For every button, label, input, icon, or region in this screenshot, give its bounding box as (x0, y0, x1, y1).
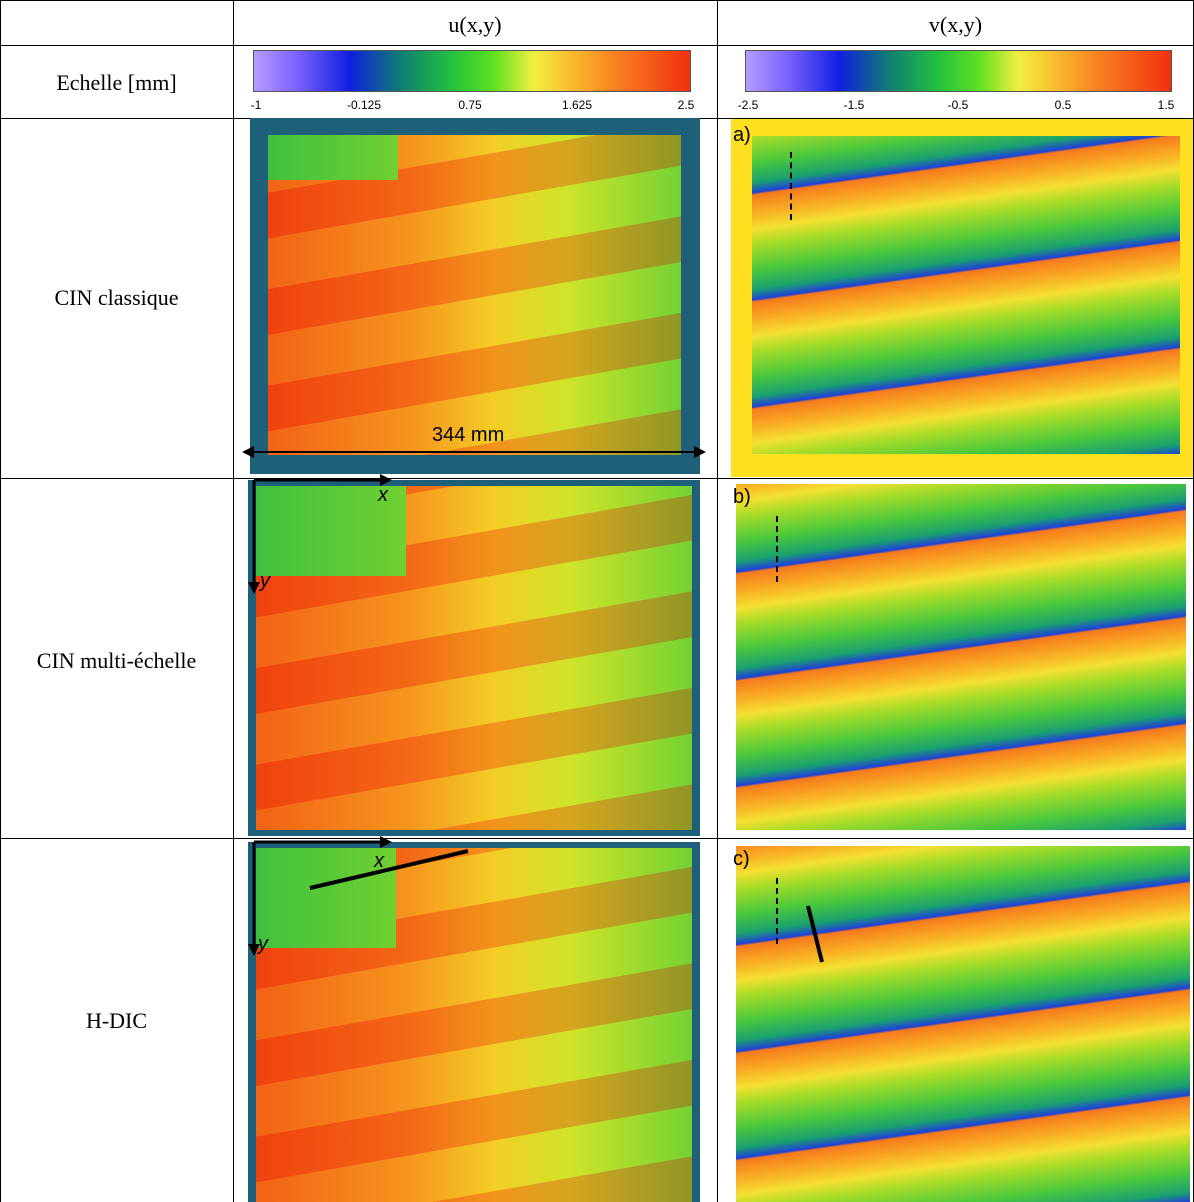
dimension-label: 344 mm (432, 424, 505, 446)
colorbar-tick: 2.5 (677, 98, 695, 112)
panel-label: a) (733, 124, 751, 146)
v-field (736, 484, 1186, 830)
u-field-patch (256, 848, 396, 948)
axes-arrows (248, 474, 392, 594)
rule (0, 838, 1194, 839)
colorbar-tick: -0.5 (947, 98, 969, 112)
colorbar (253, 50, 691, 92)
axes-arrows (248, 836, 469, 956)
colorbar-tick: -0.125 (346, 98, 382, 112)
rule (0, 0, 1, 1202)
panel-label: b) (733, 486, 751, 508)
column-header: v(x,y) (928, 12, 983, 37)
dimension-arrow (242, 446, 706, 458)
rule (0, 45, 1194, 46)
colorbar-tick: -1.5 (843, 98, 865, 112)
row-label: Echelle [mm] (56, 70, 177, 95)
u-field-patch (256, 486, 406, 576)
axis-label: x (378, 484, 388, 506)
axis-label: x (374, 850, 384, 872)
rule (0, 478, 1194, 479)
u-field (268, 135, 681, 455)
u-field-patch (268, 135, 398, 180)
colorbar-tick: -2.5 (737, 98, 759, 112)
rule (0, 0, 1194, 1)
axis-label: y (260, 570, 270, 592)
colorbar-tick: 0.75 (458, 98, 482, 112)
dashed-line (776, 516, 778, 582)
v-field (736, 846, 1190, 1202)
row-label: CIN classique (54, 285, 179, 310)
rule (717, 0, 718, 1202)
colorbar-tick: 1.5 (1157, 98, 1175, 112)
dashed-line (790, 152, 792, 220)
rule (233, 0, 234, 1202)
colorbar (745, 50, 1172, 92)
colorbar-tick: 0.5 (1054, 98, 1072, 112)
axis-label: y (258, 933, 268, 955)
v-field (752, 136, 1180, 454)
colorbar-tick: -1 (250, 98, 262, 112)
column-header: u(x,y) (448, 12, 502, 37)
panel-label: c) (733, 848, 750, 870)
profile-line (806, 905, 824, 963)
row-label: H-DIC (85, 1008, 148, 1033)
dashed-line (776, 878, 778, 944)
colorbar-tick: 1.625 (561, 98, 593, 112)
row-label: CIN multi-échelle (36, 648, 197, 673)
